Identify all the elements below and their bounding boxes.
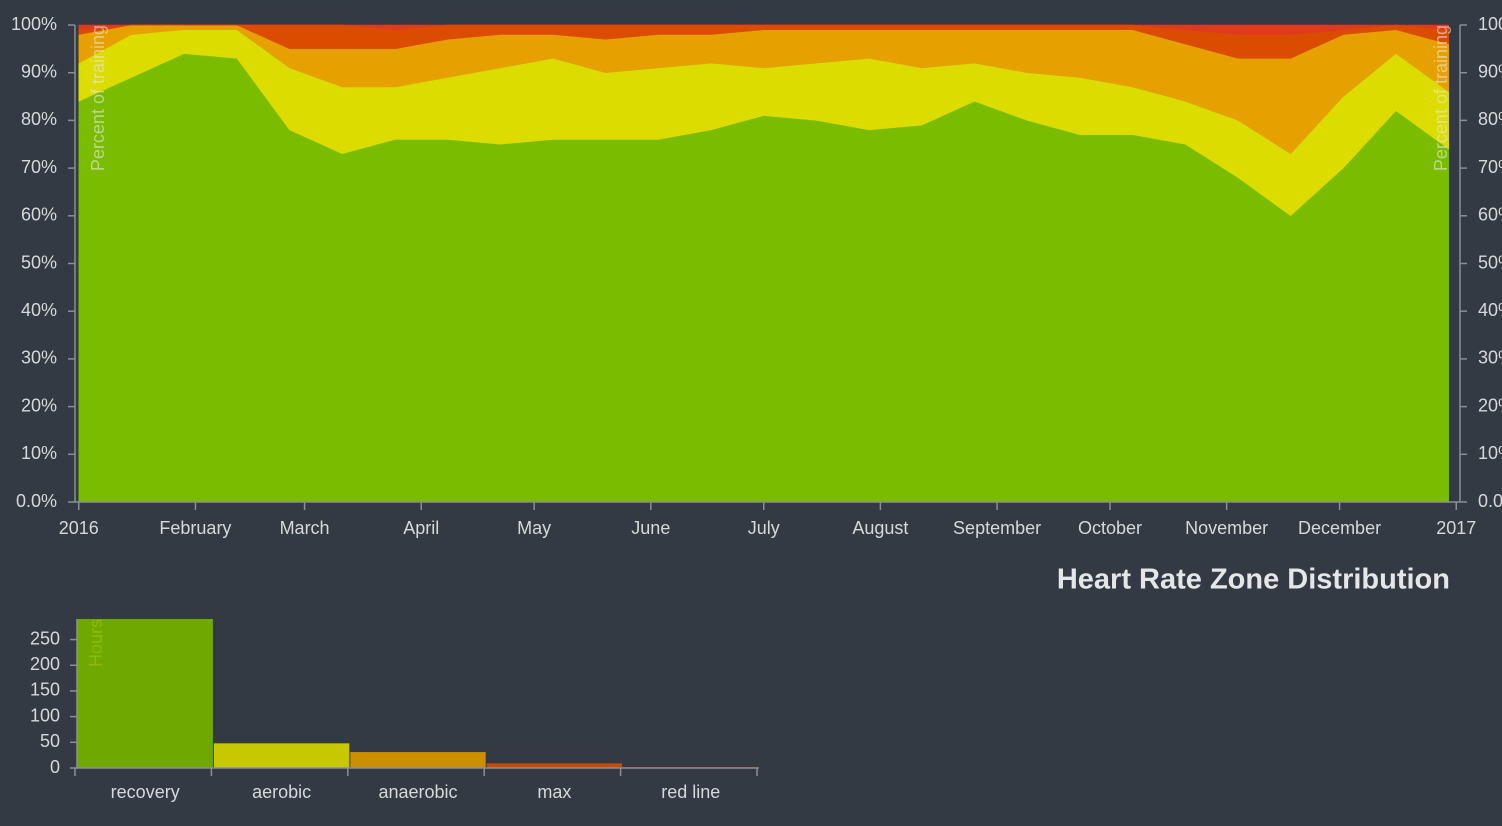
y2-axis-label: Percent of training [1431,25,1451,171]
y-axis-label: Percent of training [88,25,108,171]
x-tick-label: aerobic [252,782,311,802]
y-tick-label: 20% [21,395,57,415]
x-tick-label: max [537,782,571,802]
bar [486,763,623,768]
y-tick-label: 150 [30,680,60,700]
y2-tick-label: 60% [1478,205,1502,225]
y-tick-label: 250 [30,628,60,648]
y2-tick-label: 90% [1478,61,1502,81]
x-tick-label: September [953,518,1041,538]
x-tick-label: recovery [111,782,180,802]
y2-tick-label: 10% [1478,443,1502,463]
x-tick-label: March [280,518,330,538]
y-tick-label: 30% [21,348,57,368]
area-red-line [78,24,1449,35]
x-tick-label: red line [661,782,720,802]
y2-tick-label: 40% [1478,300,1502,320]
x-tick-label: February [159,518,231,538]
y-tick-label: 90% [21,61,57,81]
x-tick-label: August [852,518,908,538]
x-tick-label: July [748,518,780,538]
y-tick-label: 80% [21,109,57,129]
bar [213,743,350,768]
x-tick-label: May [517,518,551,538]
y-tick-label: 200 [30,654,60,674]
chart-title: Heart Rate Zone Distribution [1057,564,1450,596]
y-tick-label: 50% [21,252,57,272]
bar [77,619,213,768]
y2-tick-label: 70% [1478,157,1502,177]
x-tick-label: 2017 [1436,518,1476,538]
y-tick-label: 0 [50,757,60,777]
y2-tick-label: 0.0% [1478,491,1502,511]
x-tick-label: October [1078,518,1142,538]
y-tick-label: 40% [21,300,57,320]
x-tick-label: 2016 [59,518,99,538]
y-tick-label: 50 [40,731,60,751]
x-tick-label: anaerobic [378,782,457,802]
y-tick-label: 100 [30,705,60,725]
y2-tick-label: 100% [1478,14,1502,34]
y2-tick-label: 80% [1478,109,1502,129]
y-tick-label: 0.0% [16,491,57,511]
y-axis-label: Hours [86,619,106,667]
y-tick-label: 10% [21,443,57,463]
y2-tick-label: 50% [1478,252,1502,272]
y2-tick-label: 30% [1478,348,1502,368]
x-tick-label: April [403,518,439,538]
y-tick-label: 60% [21,205,57,225]
y-tick-label: 100% [11,14,57,34]
x-tick-label: December [1298,518,1381,538]
x-tick-label: June [631,518,670,538]
y2-tick-label: 20% [1478,395,1502,415]
y-tick-label: 70% [21,157,57,177]
x-tick-label: November [1185,518,1268,538]
bar [350,752,486,768]
